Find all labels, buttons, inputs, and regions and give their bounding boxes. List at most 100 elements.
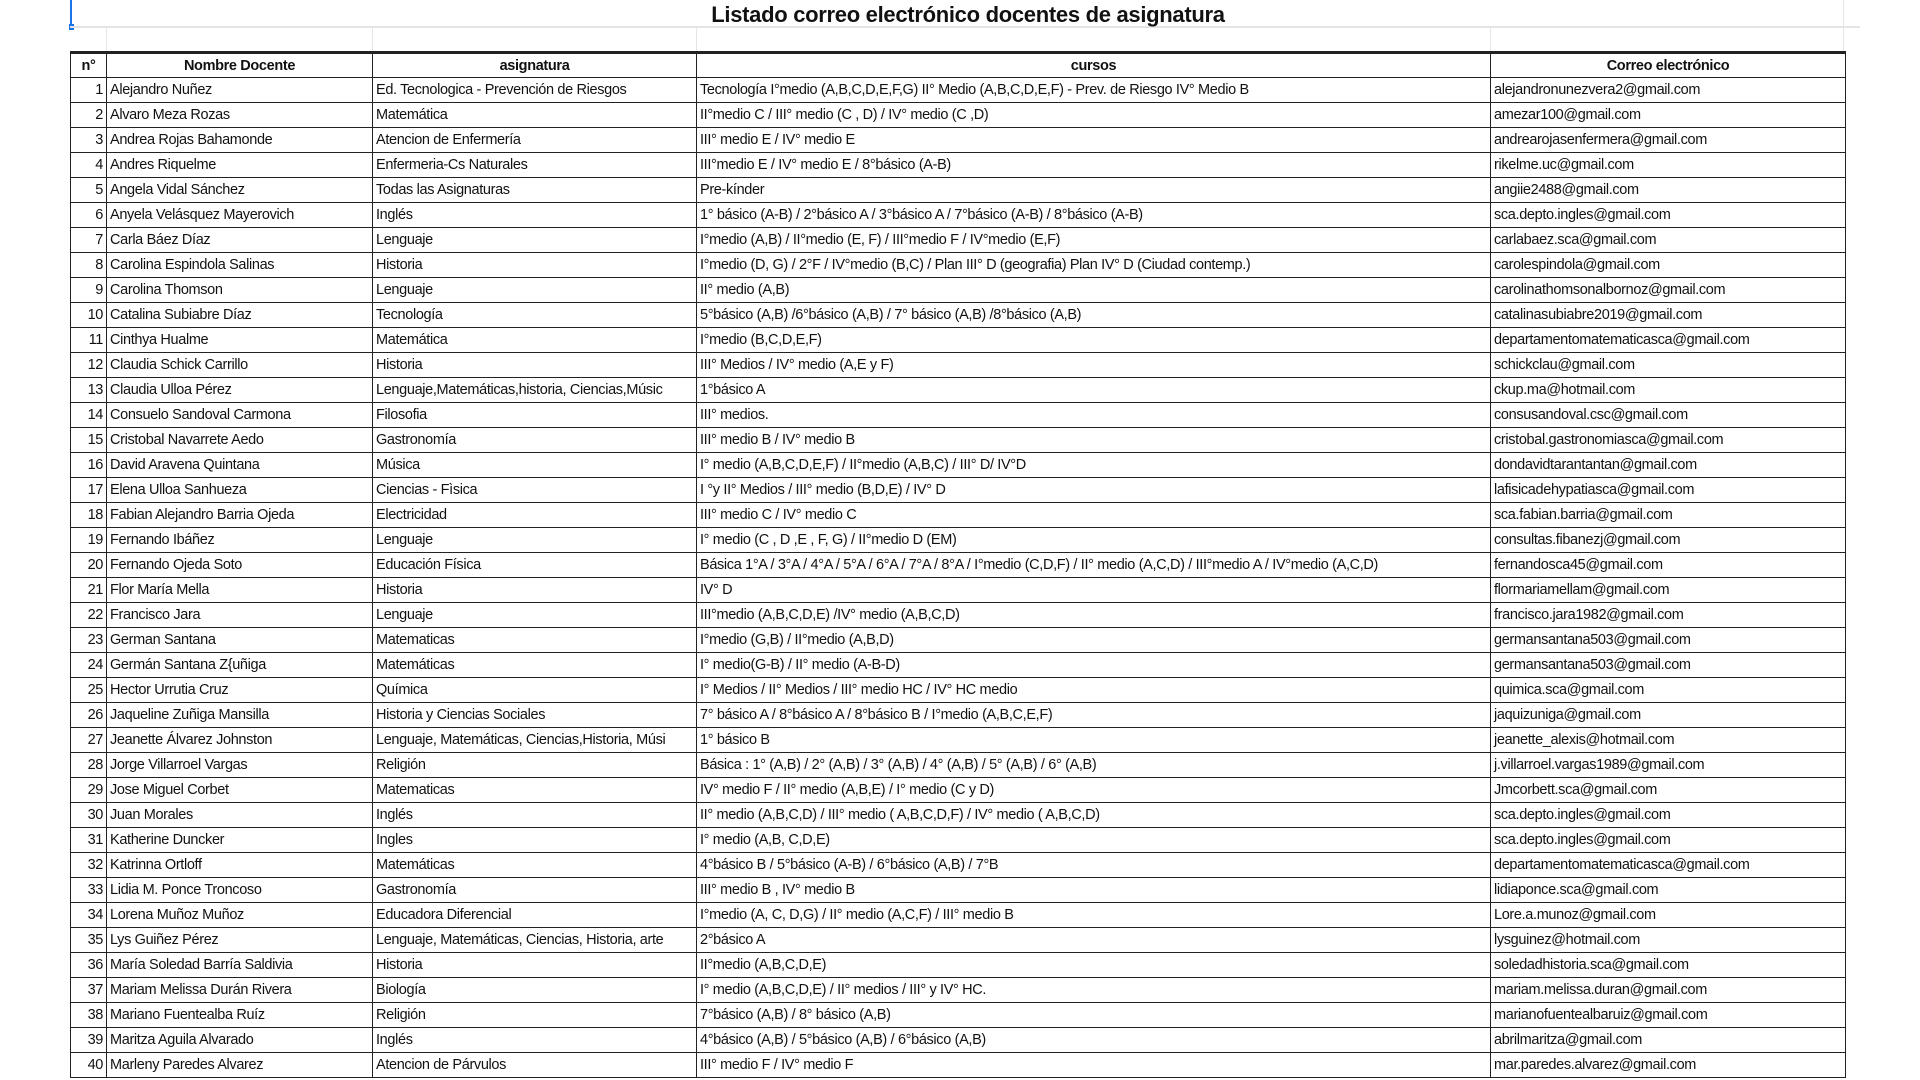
cell-email[interactable]: carolinathomsonalbornoz@gmail.com [1490, 277, 1846, 303]
cell-email[interactable]: consultas.fibanezj@gmail.com [1490, 527, 1846, 553]
cell-email[interactable]: alejandronunezvera2@gmail.com [1490, 77, 1846, 103]
header-courses[interactable]: cursos [696, 51, 1491, 78]
cell-teacher-name[interactable]: Germán Santana Z{uñiga [106, 652, 373, 678]
cell-number[interactable]: 14 [70, 402, 107, 428]
cell-teacher-name[interactable]: Juan Morales [106, 802, 373, 828]
cell-teacher-name[interactable]: Fernando Ojeda Soto [106, 552, 373, 578]
cell-teacher-name[interactable]: Alvaro Meza Rozas [106, 102, 373, 128]
cell-teacher-name[interactable]: Anyela Velásquez Mayerovich [106, 202, 373, 228]
cell-subject[interactable]: Matemáticas [372, 652, 697, 678]
cell-teacher-name[interactable]: Lidia M. Ponce Troncoso [106, 877, 373, 903]
header-number[interactable]: n° [70, 51, 107, 78]
cell-courses[interactable]: 1° básico (A-B) / 2°básico A / 3°básico … [696, 202, 1491, 228]
cell-number[interactable]: 19 [70, 527, 107, 553]
cell-number[interactable]: 4 [70, 152, 107, 178]
cell-teacher-name[interactable]: Fernando Ibáñez [106, 527, 373, 553]
sheet-title[interactable]: Listado correo electrónico docentes de a… [711, 2, 1225, 27]
cell-subject[interactable]: Gastronomía [372, 877, 697, 903]
cell-teacher-name[interactable]: Hector Urrutia Cruz [106, 677, 373, 703]
cell-email[interactable]: sca.depto.ingles@gmail.com [1490, 202, 1846, 228]
cell-subject[interactable]: Atencion de Párvulos [372, 1052, 697, 1078]
cell-courses[interactable]: I° medio (A,B,C,D,E,F) / II°medio (A,B,C… [696, 452, 1491, 478]
cell-teacher-name[interactable]: Andres Riquelme [106, 152, 373, 178]
cell-subject[interactable]: Atencion de Enfermería [372, 127, 697, 153]
cell-email[interactable]: jeanette_alexis@hotmail.com [1490, 727, 1846, 753]
cell-teacher-name[interactable]: Alejandro Nuñez [106, 77, 373, 103]
cell-teacher-name[interactable]: Claudia Schick Carrillo [106, 352, 373, 378]
cell-number[interactable]: 1 [70, 77, 107, 103]
cell-subject[interactable]: Historia y Ciencias Sociales [372, 702, 697, 728]
cell-teacher-name[interactable]: Lys Guiñez Pérez [106, 927, 373, 953]
cell-courses[interactable]: 7° básico A / 8°básico A / 8°básico B / … [696, 702, 1491, 728]
cell-subject[interactable]: Ed. Tecnologica - Prevención de Riesgos [372, 77, 697, 103]
cell-subject[interactable]: Biología [372, 977, 697, 1003]
cell-courses[interactable]: 4°básico (A,B) / 5°básico (A,B) / 6°bási… [696, 1027, 1491, 1053]
cell-courses[interactable]: I°medio (D, G) / 2°F / IV°medio (B,C) / … [696, 252, 1491, 278]
cell-courses[interactable]: III° Medios / IV° medio (A,E y F) [696, 352, 1491, 378]
cell-courses[interactable]: Básica 1°A / 3°A / 4°A / 5°A / 6°A / 7°A… [696, 552, 1491, 578]
cell-number[interactable]: 29 [70, 777, 107, 803]
cell-subject[interactable]: Educadora Diferencial [372, 902, 697, 928]
cell-email[interactable]: sca.depto.ingles@gmail.com [1490, 827, 1846, 853]
cell-courses[interactable]: I° Medios / II° Medios / III° medio HC /… [696, 677, 1491, 703]
cell-teacher-name[interactable]: Mariano Fuentealba Ruíz [106, 1002, 373, 1028]
cell-number[interactable]: 7 [70, 227, 107, 253]
cell-teacher-name[interactable]: Lorena Muñoz Muñoz [106, 902, 373, 928]
cell-teacher-name[interactable]: Jaqueline Zuñiga Mansilla [106, 702, 373, 728]
cell-email[interactable]: jaquizuniga@gmail.com [1490, 702, 1846, 728]
cell-number[interactable]: 17 [70, 477, 107, 503]
cell-subject[interactable]: Todas las Asignaturas [372, 177, 697, 203]
cell-email[interactable]: catalinasubiabre2019@gmail.com [1490, 302, 1846, 328]
cell-email[interactable]: quimica.sca@gmail.com [1490, 677, 1846, 703]
cell-courses[interactable]: II° medio (A,B) [696, 277, 1491, 303]
cell-email[interactable]: rikelme.uc@gmail.com [1490, 152, 1846, 178]
cell-subject[interactable]: Religión [372, 1002, 697, 1028]
cell-courses[interactable]: 7°básico (A,B) / 8° básico (A,B) [696, 1002, 1491, 1028]
cell-courses[interactable]: II°medio (A,B,C,D,E) [696, 952, 1491, 978]
cell-subject[interactable]: Gastronomía [372, 427, 697, 453]
cell-subject[interactable]: Enfermeria-Cs Naturales [372, 152, 697, 178]
cell-courses[interactable]: I° medio(G-B) / II° medio (A-B-D) [696, 652, 1491, 678]
cell-subject[interactable]: Lenguaje [372, 277, 697, 303]
cell-email[interactable]: amezar100@gmail.com [1490, 102, 1846, 128]
cell-teacher-name[interactable]: Mariam Melissa Durán Rivera [106, 977, 373, 1003]
cell-email[interactable]: dondavidtarantantan@gmail.com [1490, 452, 1846, 478]
cell-subject[interactable]: Religión [372, 752, 697, 778]
cell-teacher-name[interactable]: Angela Vidal Sánchez [106, 177, 373, 203]
cell-number[interactable]: 18 [70, 502, 107, 528]
cell-email[interactable]: carlabaez.sca@gmail.com [1490, 227, 1846, 253]
cell-number[interactable]: 36 [70, 952, 107, 978]
cell-email[interactable]: lidiaponce.sca@gmail.com [1490, 877, 1846, 903]
cell-email[interactable]: ckup.ma@hotmail.com [1490, 377, 1846, 403]
cell-courses[interactable]: III° medios. [696, 402, 1491, 428]
cell-number[interactable]: 25 [70, 677, 107, 703]
cell-subject[interactable]: Matemática [372, 102, 697, 128]
header-email[interactable]: Correo electrónico [1490, 51, 1846, 78]
cell-email[interactable]: lafisicadehypatiasca@gmail.com [1490, 477, 1846, 503]
cell-number[interactable]: 31 [70, 827, 107, 853]
cell-courses[interactable]: Básica : 1° (A,B) / 2° (A,B) / 3° (A,B) … [696, 752, 1491, 778]
cell-teacher-name[interactable]: Marleny Paredes Alvarez [106, 1052, 373, 1078]
cell-number[interactable]: 8 [70, 252, 107, 278]
cell-email[interactable]: germansantana503@gmail.com [1490, 652, 1846, 678]
header-teacher-name[interactable]: Nombre Docente [106, 51, 373, 78]
cell-subject[interactable]: Matemática [372, 327, 697, 353]
cell-email[interactable]: fernandosca45@gmail.com [1490, 552, 1846, 578]
cell-subject[interactable]: Tecnología [372, 302, 697, 328]
cell-email[interactable]: j.villarroel.vargas1989@gmail.com [1490, 752, 1846, 778]
cell-teacher-name[interactable]: Jeanette Álvarez Johnston [106, 727, 373, 753]
cell-email[interactable]: consusandoval.csc@gmail.com [1490, 402, 1846, 428]
cell-subject[interactable]: Lenguaje,Matemáticas,historia, Ciencias,… [372, 377, 697, 403]
cell-email[interactable]: lysguinez@hotmail.com [1490, 927, 1846, 953]
cell-email[interactable]: departamentomatematicasca@gmail.com [1490, 852, 1846, 878]
cell-courses[interactable]: Tecnología I°medio (A,B,C,D,E,F,G) II° M… [696, 77, 1491, 103]
cell-courses[interactable]: I°medio (G,B) / II°medio (A,B,D) [696, 627, 1491, 653]
cell-subject[interactable]: Educación Física [372, 552, 697, 578]
cell-subject[interactable]: Lenguaje [372, 227, 697, 253]
cell-teacher-name[interactable]: Katrinna Ortloff [106, 852, 373, 878]
cell-number[interactable]: 33 [70, 877, 107, 903]
cell-number[interactable]: 20 [70, 552, 107, 578]
cell-email[interactable]: germansantana503@gmail.com [1490, 627, 1846, 653]
cell-subject[interactable]: Historia [372, 352, 697, 378]
cell-courses[interactable]: III° medio B , IV° medio B [696, 877, 1491, 903]
